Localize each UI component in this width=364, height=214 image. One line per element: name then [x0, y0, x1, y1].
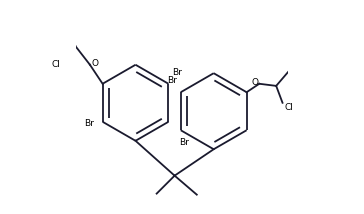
- Text: O: O: [252, 78, 259, 87]
- Text: Cl: Cl: [285, 103, 293, 111]
- Text: Br: Br: [179, 138, 189, 147]
- Text: Br: Br: [171, 68, 182, 77]
- Text: Br: Br: [167, 76, 177, 85]
- Text: O: O: [92, 59, 99, 68]
- Text: Br: Br: [84, 119, 94, 128]
- Text: Cl: Cl: [51, 60, 60, 69]
